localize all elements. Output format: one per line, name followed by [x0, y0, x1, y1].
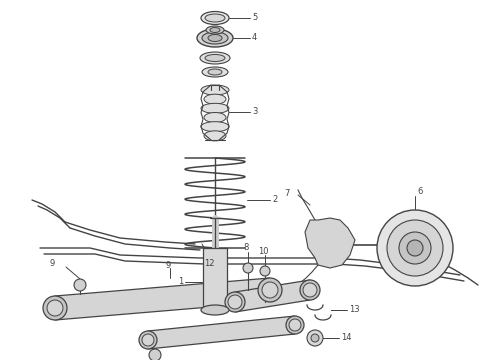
Circle shape: [311, 334, 319, 342]
Circle shape: [377, 210, 453, 286]
Circle shape: [228, 295, 242, 309]
Ellipse shape: [201, 12, 229, 24]
Text: 6: 6: [417, 188, 422, 197]
Circle shape: [399, 232, 431, 264]
Circle shape: [300, 280, 320, 300]
Text: 1: 1: [178, 278, 183, 287]
Text: 13: 13: [349, 306, 360, 315]
Ellipse shape: [205, 14, 225, 22]
Ellipse shape: [210, 27, 220, 32]
Bar: [203, 248, 227, 310]
Text: 9: 9: [50, 258, 55, 267]
Ellipse shape: [201, 122, 229, 132]
Circle shape: [225, 292, 245, 312]
Polygon shape: [305, 218, 355, 268]
Text: 12: 12: [204, 260, 215, 269]
Circle shape: [43, 296, 67, 320]
Circle shape: [139, 331, 157, 349]
Ellipse shape: [208, 69, 222, 75]
Circle shape: [243, 263, 253, 273]
Circle shape: [307, 330, 323, 346]
Text: 9: 9: [166, 261, 171, 270]
Circle shape: [262, 282, 278, 298]
Ellipse shape: [197, 29, 233, 47]
Polygon shape: [148, 316, 295, 349]
Text: 4: 4: [252, 33, 257, 42]
Text: 2: 2: [272, 195, 277, 204]
Circle shape: [74, 279, 86, 291]
Text: 3: 3: [252, 108, 257, 117]
Text: 7: 7: [285, 189, 290, 198]
Circle shape: [149, 349, 161, 360]
Ellipse shape: [202, 32, 228, 44]
Ellipse shape: [205, 54, 225, 62]
Ellipse shape: [204, 131, 226, 141]
Circle shape: [286, 316, 304, 334]
Text: 8: 8: [244, 243, 249, 252]
Circle shape: [289, 319, 301, 331]
Circle shape: [47, 300, 63, 316]
Ellipse shape: [204, 94, 226, 104]
Circle shape: [303, 283, 317, 297]
Ellipse shape: [200, 52, 230, 64]
Ellipse shape: [201, 103, 229, 113]
Ellipse shape: [206, 26, 224, 34]
Ellipse shape: [201, 305, 229, 315]
Ellipse shape: [208, 35, 222, 41]
Circle shape: [260, 266, 270, 276]
Text: 10: 10: [258, 247, 268, 256]
Polygon shape: [55, 278, 270, 320]
Circle shape: [387, 220, 443, 276]
Ellipse shape: [202, 67, 228, 77]
Text: 5: 5: [252, 13, 257, 22]
Polygon shape: [235, 280, 310, 312]
Ellipse shape: [201, 85, 229, 95]
Text: 14: 14: [341, 333, 351, 342]
Circle shape: [142, 334, 154, 346]
Circle shape: [258, 278, 282, 302]
Ellipse shape: [204, 112, 226, 122]
Circle shape: [407, 240, 423, 256]
